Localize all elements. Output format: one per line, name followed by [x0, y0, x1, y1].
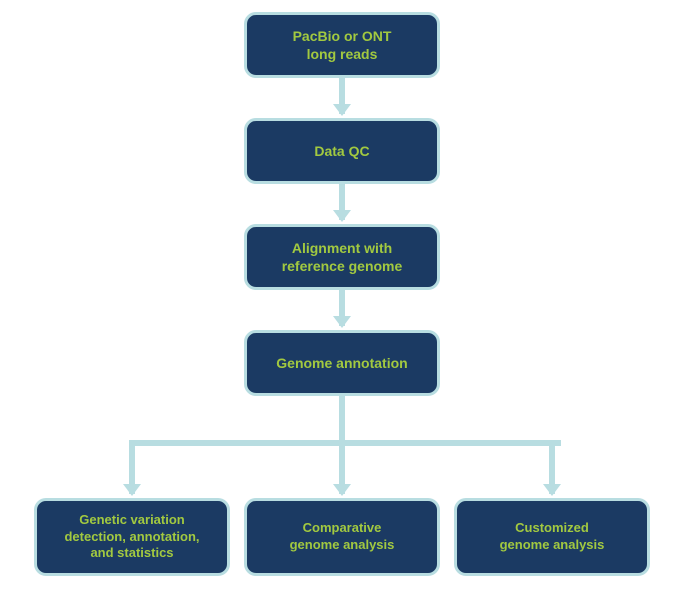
flow-node-n4: Genome annotation [244, 330, 440, 396]
flow-node-n6: Comparativegenome analysis [244, 498, 440, 576]
branch-stem [339, 396, 345, 440]
branch-hbar [129, 440, 561, 446]
branch-drop-2 [549, 440, 555, 494]
arrow-v-2 [339, 290, 345, 326]
branch-drop-0 [129, 440, 135, 494]
flow-node-n2: Data QC [244, 118, 440, 184]
flow-node-n5: Genetic variationdetection, annotation,a… [34, 498, 230, 576]
arrow-v-0 [339, 78, 345, 114]
flow-node-n3: Alignment withreference genome [244, 224, 440, 290]
branch-drop-1 [339, 440, 345, 494]
flow-node-n7: Customizedgenome analysis [454, 498, 650, 576]
flow-node-n1: PacBio or ONTlong reads [244, 12, 440, 78]
arrow-v-1 [339, 184, 345, 220]
